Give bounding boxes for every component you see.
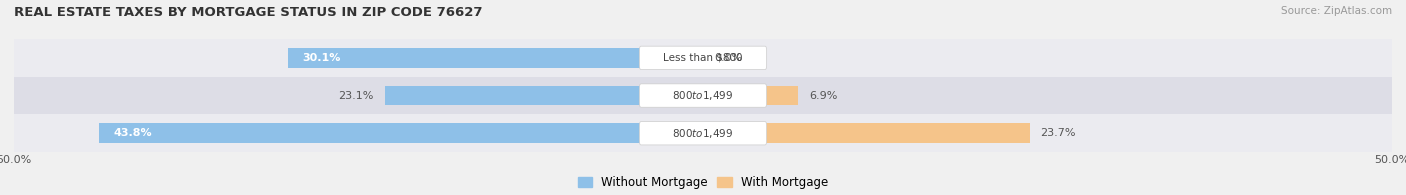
Text: $800 to $1,499: $800 to $1,499: [672, 89, 734, 102]
Bar: [385, 86, 703, 105]
Bar: [100, 123, 703, 143]
Text: $800 to $1,499: $800 to $1,499: [672, 127, 734, 140]
Bar: [288, 48, 703, 68]
FancyBboxPatch shape: [640, 84, 766, 107]
Text: 43.8%: 43.8%: [114, 128, 152, 138]
Text: Source: ZipAtlas.com: Source: ZipAtlas.com: [1281, 6, 1392, 16]
Text: 23.7%: 23.7%: [1040, 128, 1076, 138]
Bar: [14, 39, 1392, 77]
Bar: [703, 86, 799, 105]
FancyBboxPatch shape: [640, 121, 766, 145]
Text: 0.0%: 0.0%: [714, 53, 742, 63]
FancyBboxPatch shape: [640, 46, 766, 70]
Bar: [14, 77, 1392, 114]
Text: 30.1%: 30.1%: [302, 53, 340, 63]
Text: 6.9%: 6.9%: [808, 90, 838, 101]
Text: Less than $800: Less than $800: [664, 53, 742, 63]
Text: 23.1%: 23.1%: [339, 90, 374, 101]
Bar: [703, 123, 1029, 143]
Text: REAL ESTATE TAXES BY MORTGAGE STATUS IN ZIP CODE 76627: REAL ESTATE TAXES BY MORTGAGE STATUS IN …: [14, 6, 482, 19]
Bar: [14, 114, 1392, 152]
Legend: Without Mortgage, With Mortgage: Without Mortgage, With Mortgage: [578, 176, 828, 189]
